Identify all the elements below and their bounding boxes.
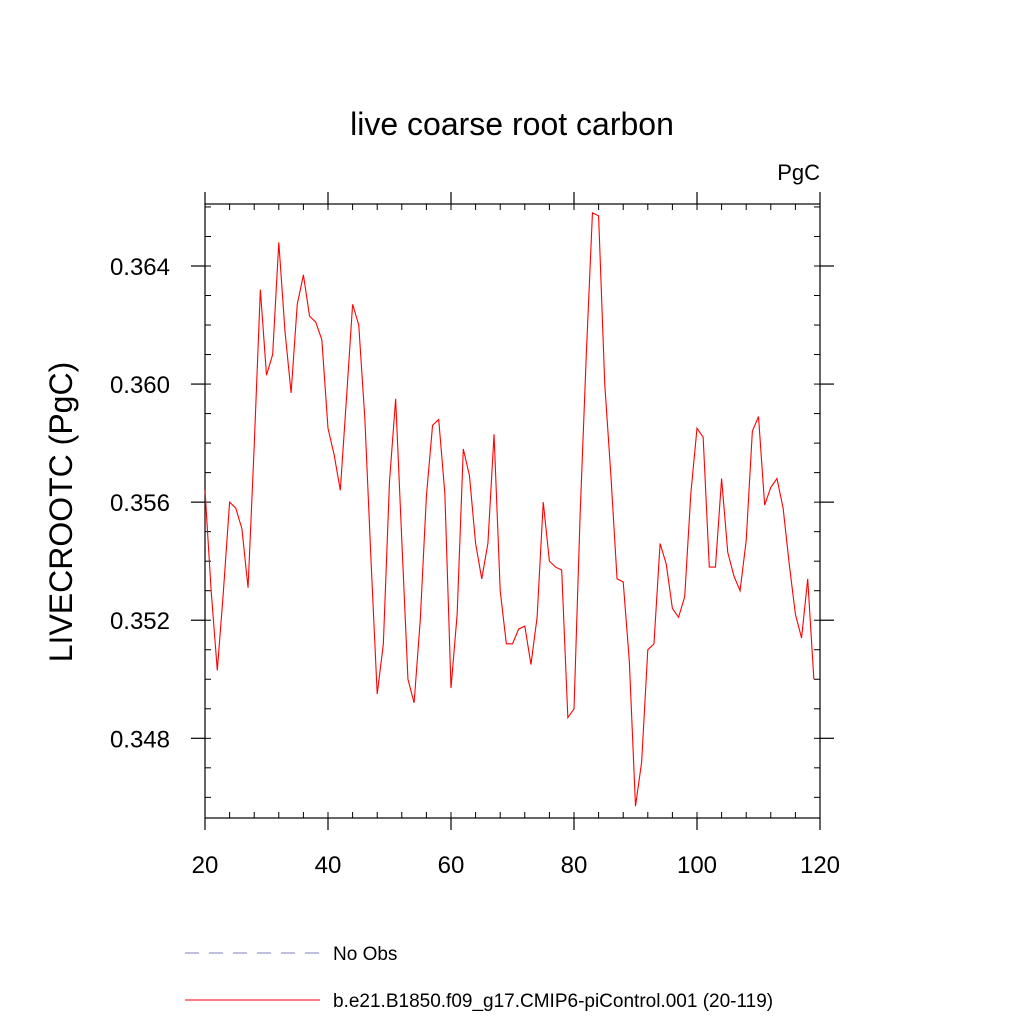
legend: No Obs b.e21.B1850.f09_g17.CMIP6-piContro… (185, 944, 773, 1012)
x-tick-label: 80 (561, 852, 588, 879)
chart-title: live coarse root carbon (350, 106, 674, 142)
legend-label: No Obs (333, 944, 397, 965)
plot-border (204, 203, 821, 819)
legend-label: b.e21.B1850.f09_g17.CMIP6-piControl.001 … (333, 991, 773, 1012)
y-axis-ticks: 0.348 0.352 0.356 0.360 0.364 (110, 206, 834, 798)
y-tick-label: 0.364 (110, 254, 170, 281)
x-tick-label: 100 (677, 852, 717, 879)
plot-frame (204, 203, 821, 819)
units-label: PgC (777, 160, 820, 185)
series-line (204, 212, 815, 807)
series-layer (204, 212, 815, 807)
y-tick-label: 0.352 (110, 608, 170, 635)
x-tick-label: 120 (800, 852, 840, 879)
x-tick-label: 40 (315, 852, 342, 879)
x-tick-label: 60 (438, 852, 465, 879)
y-tick-label: 0.360 (110, 372, 170, 399)
x-tick-label: 20 (192, 852, 219, 879)
x-axis-ticks: 20 40 60 80 100 120 (192, 192, 840, 879)
y-tick-label: 0.356 (110, 490, 170, 517)
y-axis-label: LIVECROOTC (PgC) (43, 362, 79, 662)
y-tick-label: 0.348 (110, 726, 170, 753)
